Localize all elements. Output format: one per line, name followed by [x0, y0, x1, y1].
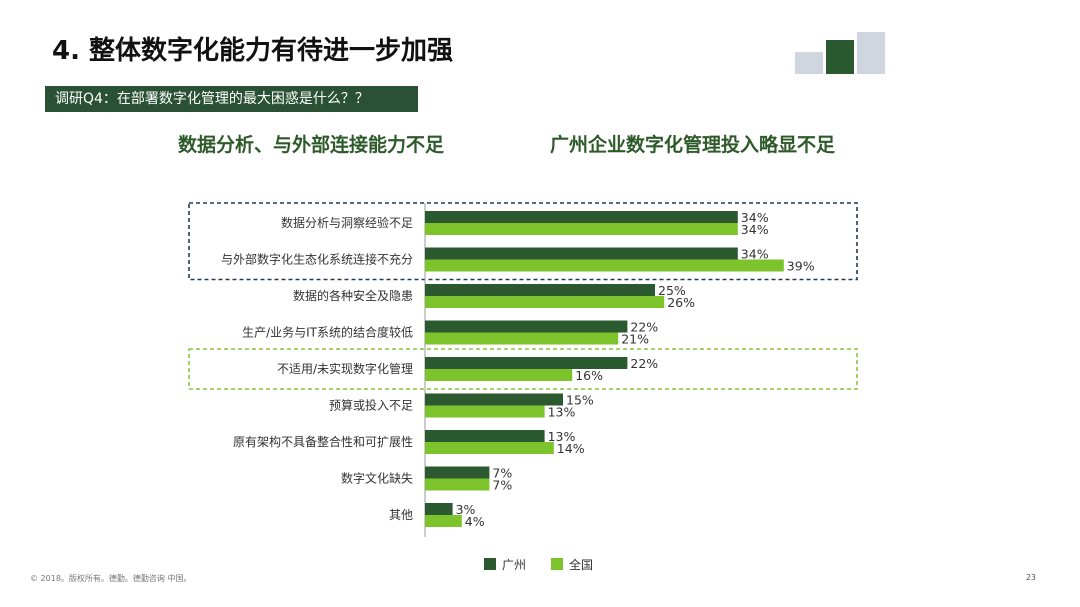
- bar-guangzhou: [425, 284, 655, 296]
- legend-label: 广州: [502, 558, 526, 572]
- legend-swatch-guangzhou: [484, 558, 496, 570]
- value-label: 25%: [658, 283, 686, 298]
- value-label: 16%: [575, 368, 603, 383]
- bar-national: [425, 223, 738, 235]
- value-label: 34%: [741, 222, 769, 237]
- value-label: 4%: [465, 514, 485, 529]
- value-label: 15%: [566, 393, 594, 408]
- value-label: 34%: [741, 247, 769, 262]
- category-label: 与外部数字化生态化系统连接不充分: [221, 252, 413, 267]
- category-label: 预算或投入不足: [329, 398, 413, 413]
- category-label: 数据分析与洞察经验不足: [281, 215, 413, 230]
- bar-national: [425, 478, 490, 491]
- highlight-box-1: [188, 202, 858, 281]
- decorative-bars-icon: [795, 32, 885, 74]
- page-number: 23: [1025, 573, 1036, 582]
- bar-national: [425, 296, 665, 308]
- question-banner: 调研Q4：在部署数字化管理的最大困惑是什么？？: [45, 86, 418, 112]
- category-label: 生产/业务与IT系统的结合度较低: [242, 325, 413, 340]
- value-label: 13%: [548, 405, 576, 420]
- value-label: 22%: [630, 356, 658, 371]
- bar-national: [425, 405, 545, 418]
- page-title: 4. 整体数字化能力有待进一步加强: [52, 36, 454, 66]
- headline-right: 广州企业数字化管理投入略显不足: [550, 134, 836, 156]
- value-label: 34%: [741, 210, 769, 225]
- value-label: 14%: [557, 441, 585, 456]
- legend-label: 全国: [569, 557, 593, 572]
- bar-guangzhou: [425, 466, 490, 479]
- bar-guangzhou: [425, 430, 545, 442]
- bar-national: [425, 332, 619, 345]
- bar-guangzhou: [425, 320, 628, 333]
- category-label: 不适用/未实现数字化管理: [277, 361, 413, 376]
- category-label: 数据的各种安全及隐患: [293, 288, 413, 303]
- category-label: 数字文化缺失: [341, 471, 413, 486]
- highlight-box-2: [188, 348, 858, 390]
- bar-guangzhou: [425, 211, 738, 223]
- bar-national: [425, 259, 784, 272]
- category-label: 其他: [389, 508, 413, 522]
- value-label: 3%: [456, 502, 476, 517]
- value-label: 13%: [548, 429, 576, 444]
- bar-guangzhou: [425, 393, 563, 406]
- headline-left: 数据分析、与外部连接能力不足: [178, 134, 445, 156]
- category-label: 原有架构不具备整合性和可扩展性: [233, 434, 413, 449]
- bar-national: [425, 369, 573, 381]
- value-label: 7%: [492, 478, 512, 493]
- bar-national: [425, 515, 462, 527]
- bar-guangzhou: [425, 247, 738, 260]
- bar-guangzhou: [425, 503, 453, 515]
- bar-national: [425, 442, 554, 454]
- legend-swatch-national: [551, 558, 563, 570]
- value-label: 21%: [621, 332, 649, 347]
- value-label: 22%: [630, 320, 658, 335]
- footer-copyright: © 2018。版权所有。德勤。德勤咨询 中国。: [30, 574, 192, 583]
- value-label: 39%: [787, 259, 815, 274]
- value-label: 26%: [667, 295, 695, 310]
- value-label: 7%: [492, 466, 512, 481]
- bar-guangzhou: [425, 357, 628, 369]
